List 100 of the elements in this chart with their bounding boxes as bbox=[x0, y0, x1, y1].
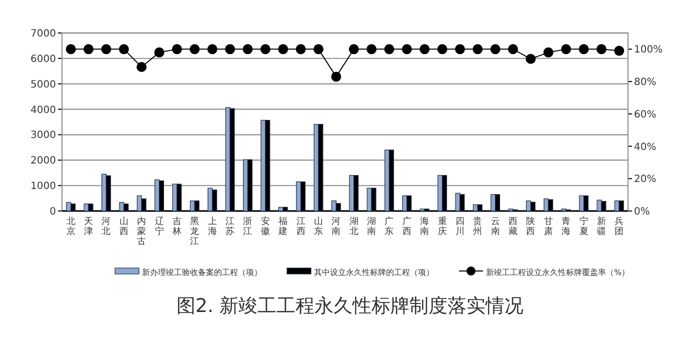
bar bbox=[455, 192, 460, 212]
x-tick-label: 福建 bbox=[278, 216, 288, 237]
x-tick-label: 山东 bbox=[314, 216, 323, 237]
x-tick-label: 四川 bbox=[455, 217, 464, 237]
point bbox=[561, 44, 572, 54]
bar bbox=[154, 179, 160, 212]
y-tick-label: 6000 bbox=[30, 54, 56, 65]
point bbox=[101, 44, 112, 54]
x-tick-label: 重庆 bbox=[438, 216, 447, 237]
bar bbox=[296, 181, 302, 212]
point bbox=[296, 44, 306, 54]
x-tick-label: 广西 bbox=[402, 216, 412, 237]
bar bbox=[402, 195, 408, 212]
bar bbox=[119, 202, 124, 212]
bar bbox=[384, 150, 390, 212]
bar bbox=[579, 195, 584, 212]
x-tick-label: 安徽 bbox=[260, 216, 270, 237]
x-tick-label: 浙江 bbox=[243, 216, 252, 237]
y2-tick-label: 60% bbox=[634, 109, 656, 120]
point bbox=[190, 44, 200, 54]
x-tick-label: 辽宁 bbox=[154, 216, 164, 237]
y-tick-label: 4000 bbox=[30, 104, 56, 116]
y2-tick-label: 20% bbox=[634, 174, 656, 186]
point bbox=[366, 44, 377, 54]
y-tick-label: 5000 bbox=[30, 79, 56, 90]
x-tick-label: 兵团 bbox=[614, 216, 624, 237]
x-tick-label: 云南 bbox=[490, 217, 500, 237]
y2-tick-label: 80% bbox=[634, 77, 656, 88]
point bbox=[66, 44, 76, 54]
bar bbox=[172, 184, 178, 212]
text: 图2. 新竣工工程永久性标牌制度落实情况 bbox=[176, 295, 524, 317]
y-tick-label: 2000 bbox=[30, 156, 56, 167]
point bbox=[614, 46, 624, 56]
bar bbox=[101, 174, 107, 212]
bar bbox=[208, 188, 213, 212]
x-tick-label: 西藏 bbox=[508, 217, 518, 237]
point bbox=[207, 44, 218, 54]
bar bbox=[596, 200, 602, 212]
point bbox=[154, 47, 164, 58]
legend-label: 新竣工工程设立永久性标牌覆盖率（%） bbox=[486, 268, 630, 277]
point bbox=[402, 44, 412, 54]
bar bbox=[490, 194, 496, 212]
bar bbox=[242, 159, 248, 212]
point bbox=[384, 44, 394, 54]
bar bbox=[438, 175, 443, 212]
y-tick-label: 1000 bbox=[30, 181, 56, 192]
point bbox=[508, 44, 518, 54]
x-tick-label: 上海 bbox=[208, 216, 217, 237]
point bbox=[84, 44, 94, 54]
x-tick-label: 北京 bbox=[66, 216, 76, 237]
x-tick-label: 湖南 bbox=[367, 216, 376, 237]
x-tick-label: 河北 bbox=[102, 216, 111, 237]
point bbox=[543, 47, 554, 58]
bar bbox=[314, 124, 319, 212]
bar bbox=[349, 175, 354, 212]
point bbox=[242, 44, 253, 54]
point bbox=[260, 44, 270, 54]
point bbox=[526, 54, 536, 64]
point bbox=[490, 44, 500, 54]
bar bbox=[526, 200, 532, 212]
point bbox=[578, 44, 589, 54]
x-tick-label: 湖北 bbox=[349, 216, 358, 237]
y2-tick-label: 100% bbox=[634, 44, 663, 56]
x-tick-label: 江西 bbox=[296, 216, 306, 237]
x-tick-label: 广东 bbox=[384, 216, 394, 237]
point bbox=[278, 44, 288, 54]
x-tick-label: 贵州 bbox=[473, 216, 482, 237]
x-tick-label: 宁夏 bbox=[579, 216, 588, 237]
x-tick-label: 河南 bbox=[332, 216, 341, 237]
x-tick-label: 吉林 bbox=[171, 216, 182, 237]
point bbox=[437, 44, 448, 54]
point bbox=[225, 44, 236, 54]
y-tick-label: 3000 bbox=[30, 130, 56, 142]
point bbox=[420, 44, 430, 54]
x-tick-label: 山西 bbox=[119, 216, 128, 237]
bar bbox=[66, 202, 72, 212]
point bbox=[172, 44, 182, 54]
x-tick-label: 陕西 bbox=[526, 216, 536, 237]
y2-tick-label: 40% bbox=[634, 142, 656, 153]
x-tick-label: 黑龙江 bbox=[190, 216, 200, 247]
y-tick-label: 7000 bbox=[30, 28, 56, 40]
y2-tick-label: 0% bbox=[634, 206, 650, 218]
point bbox=[118, 44, 129, 54]
point bbox=[596, 44, 606, 54]
legend-label: 新办理竣工验收备案的工程（项） bbox=[142, 268, 262, 277]
legend-label: 其中设立永久性标牌的工程（项） bbox=[314, 268, 434, 277]
point bbox=[313, 44, 324, 54]
point bbox=[348, 44, 359, 54]
x-tick-label: 新疆 bbox=[596, 216, 606, 237]
x-tick-label: 内蒙古 bbox=[137, 216, 146, 247]
bar bbox=[260, 120, 266, 212]
point bbox=[136, 62, 147, 72]
x-tick-label: 甘肃 bbox=[544, 216, 553, 237]
point bbox=[454, 44, 465, 54]
y-tick-label: 0 bbox=[50, 206, 56, 218]
bar bbox=[544, 198, 549, 212]
x-tick-label: 天津 bbox=[84, 216, 94, 237]
point bbox=[331, 72, 342, 82]
x-tick-label: 海南 bbox=[420, 216, 430, 237]
point bbox=[472, 44, 483, 54]
